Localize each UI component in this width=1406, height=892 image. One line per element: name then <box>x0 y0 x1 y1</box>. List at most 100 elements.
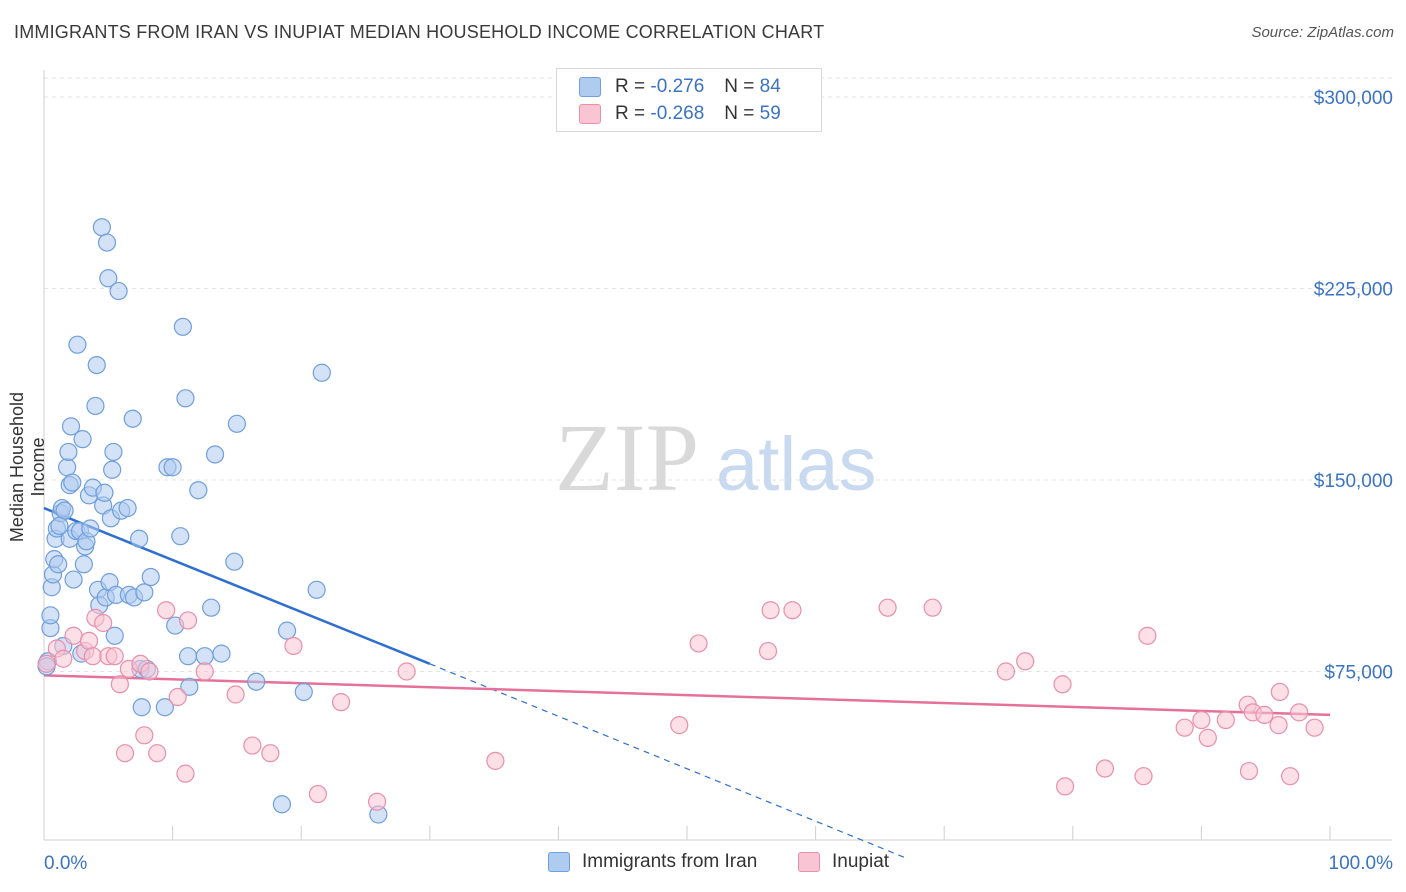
data-point-iran <box>97 233 117 252</box>
data-points <box>37 218 1324 824</box>
legend-row-inupiat: R = -0.268 N = 59 <box>579 102 781 126</box>
chart-title: IMMIGRANTS FROM IRAN VS INUPIAT MEDIAN H… <box>14 22 825 42</box>
legend-swatch-inupiat <box>579 104 601 124</box>
data-point-inupiat <box>1016 652 1035 671</box>
data-point-inupiat <box>1290 703 1309 722</box>
data-point-iran <box>86 396 105 416</box>
data-point-inupiat <box>1281 767 1300 786</box>
data-point-iran <box>141 567 160 587</box>
data-point-inupiat <box>1055 777 1075 796</box>
y-tick-label: $300,000 <box>1314 88 1393 109</box>
legend-n-value: 59 <box>759 103 781 124</box>
bottom-legend-iran: Immigrants from Iran <box>548 851 757 873</box>
data-point-iran <box>87 356 106 375</box>
data-point-iran <box>95 483 114 502</box>
data-point-inupiat <box>923 598 942 617</box>
data-point-inupiat <box>1192 710 1211 730</box>
data-point-iran <box>104 442 123 462</box>
data-point-iran <box>103 460 122 479</box>
data-point-inupiat <box>878 598 897 617</box>
legend-row-iran: R = -0.276 N = 84 <box>579 75 781 99</box>
data-point-iran <box>277 621 297 640</box>
data-point-iran <box>130 529 149 548</box>
data-point-inupiat <box>1270 682 1289 702</box>
bottom-legend-swatch-inupiat <box>798 852 820 872</box>
data-point-inupiat <box>1175 718 1194 737</box>
y-tick-labels: $75,000 $150,000 $225,000 $300,000 <box>1314 88 1393 684</box>
data-point-iran <box>205 445 225 464</box>
data-point-iran <box>202 598 221 617</box>
data-point-iran <box>173 317 192 336</box>
data-point-inupiat <box>783 601 802 620</box>
data-point-iran <box>312 363 331 382</box>
data-point-iran <box>123 409 142 428</box>
bottom-legend-inupiat: Inupiat <box>798 851 889 873</box>
legend-n-value: 84 <box>759 76 781 97</box>
data-point-inupiat <box>1305 718 1324 737</box>
legend-n-label: N = <box>724 76 755 97</box>
data-point-inupiat <box>148 744 167 763</box>
data-point-iran <box>41 606 60 625</box>
data-point-iran <box>105 626 124 645</box>
data-point-iran <box>247 672 266 691</box>
data-point-inupiat <box>1134 767 1153 786</box>
data-point-inupiat <box>115 744 135 763</box>
data-point-iran <box>307 580 326 599</box>
data-point-iran <box>99 269 118 288</box>
data-point-iran <box>73 430 92 449</box>
trendline-iran-extension <box>429 663 906 859</box>
source-credit: Source: ZipAtlas.com <box>1251 24 1394 41</box>
data-point-iran <box>195 647 214 666</box>
data-point-iran <box>135 583 154 602</box>
data-point-inupiat <box>284 636 303 656</box>
y-tick-label: $75,000 <box>1324 663 1393 684</box>
data-point-iran <box>155 698 174 717</box>
axes <box>43 70 1392 841</box>
data-point-inupiat <box>1095 759 1115 778</box>
x-tick-labels: 0.0% 100.0% <box>44 853 1393 874</box>
legend-r-label: R = <box>615 103 646 124</box>
data-point-inupiat <box>176 764 195 783</box>
bottom-legend-label-inupiat: Inupiat <box>832 851 890 872</box>
data-point-inupiat <box>79 631 99 650</box>
data-point-inupiat <box>54 649 73 668</box>
data-point-iran <box>92 218 111 237</box>
data-point-iran <box>189 481 208 500</box>
x-tick-label: 0.0% <box>44 853 87 874</box>
watermark-atlas: atlas <box>716 422 877 507</box>
data-point-inupiat <box>1138 626 1157 645</box>
data-point-inupiat <box>64 626 83 645</box>
watermark-zip: ZIP <box>555 404 699 511</box>
data-point-inupiat <box>758 641 778 661</box>
data-point-iran <box>176 389 195 408</box>
data-point-inupiat <box>331 693 351 712</box>
correlation-legend: R = -0.276 N = 84 R = -0.268 N = 59 <box>556 68 822 132</box>
data-point-inupiat <box>670 716 689 735</box>
data-point-inupiat <box>1269 716 1288 735</box>
data-point-inupiat <box>94 613 113 633</box>
data-point-iran <box>225 552 244 571</box>
x-tick-label: 100.0% <box>1329 853 1394 874</box>
data-point-inupiat <box>105 647 124 666</box>
data-point-iran <box>58 458 77 477</box>
data-point-iran <box>74 555 93 574</box>
y-axis-label: Median Household Income <box>7 391 48 543</box>
data-point-iran <box>55 501 74 520</box>
bottom-legend-swatch-iran <box>548 852 570 872</box>
data-point-inupiat <box>486 751 505 770</box>
data-point-inupiat <box>261 744 280 763</box>
data-point-iran <box>63 473 82 492</box>
legend-r-value: -0.276 <box>650 76 705 97</box>
data-point-iran <box>212 644 231 663</box>
legend-swatch-iran <box>579 77 601 97</box>
y-tick-label: $150,000 <box>1314 471 1393 492</box>
data-point-inupiat <box>1053 675 1072 694</box>
data-point-iran <box>163 458 182 477</box>
legend-n-label: N = <box>724 103 755 124</box>
data-point-inupiat <box>83 647 102 666</box>
data-point-inupiat <box>135 726 154 745</box>
data-point-inupiat <box>397 662 416 681</box>
data-point-inupiat <box>1239 761 1259 781</box>
data-point-inupiat <box>996 662 1016 681</box>
